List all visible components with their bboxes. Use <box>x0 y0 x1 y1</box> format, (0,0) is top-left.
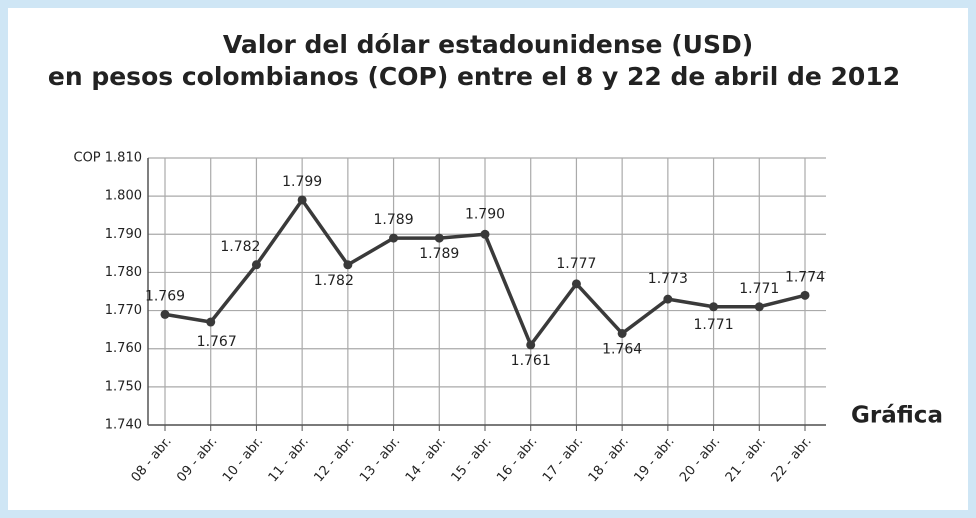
chart-subtitle: en pesos colombianos (COP) entre el 8 y … <box>48 62 900 91</box>
point <box>297 195 307 205</box>
annotation: Gráfica <box>851 403 943 429</box>
point <box>709 302 719 312</box>
y-tick-label: 1.800 <box>105 189 142 204</box>
value-label: 1.782 <box>220 239 260 255</box>
value-label: 1.771 <box>694 317 734 333</box>
point <box>251 260 261 270</box>
point <box>571 279 581 289</box>
point <box>434 233 444 243</box>
chart-title: Valor del dólar estadounidense (USD) <box>223 30 753 59</box>
value-label: 1.771 <box>739 281 779 297</box>
point <box>754 302 764 312</box>
value-label: 1.773 <box>648 271 688 287</box>
value-label: 1.789 <box>374 212 414 228</box>
y-tick-label: 1.750 <box>105 379 142 394</box>
y-tick-label: COP 1.810 <box>74 151 143 166</box>
point <box>800 290 810 300</box>
value-label: 1.790 <box>465 206 505 222</box>
point <box>389 233 399 243</box>
value-label: 1.769 <box>145 288 185 304</box>
y-tick-label: 1.770 <box>105 303 142 318</box>
y-tick-label: 1.760 <box>105 341 142 356</box>
value-label: 1.767 <box>197 334 237 350</box>
value-label: 1.789 <box>419 246 459 262</box>
point <box>617 328 627 338</box>
y-tick-label: 1.790 <box>105 227 142 242</box>
point <box>160 309 170 319</box>
value-label: 1.761 <box>511 353 551 369</box>
point <box>663 294 673 304</box>
value-label: 1.782 <box>314 273 354 289</box>
chart-background <box>8 8 968 510</box>
value-label: 1.777 <box>556 256 596 272</box>
y-tick-label: 1.740 <box>105 418 142 433</box>
point <box>526 340 536 350</box>
point <box>343 260 353 270</box>
point <box>480 229 490 239</box>
value-label: 1.774 <box>785 269 825 285</box>
y-tick-label: 1.780 <box>105 265 142 280</box>
point <box>206 317 216 327</box>
value-label: 1.764 <box>602 341 642 357</box>
value-label: 1.799 <box>282 174 322 190</box>
